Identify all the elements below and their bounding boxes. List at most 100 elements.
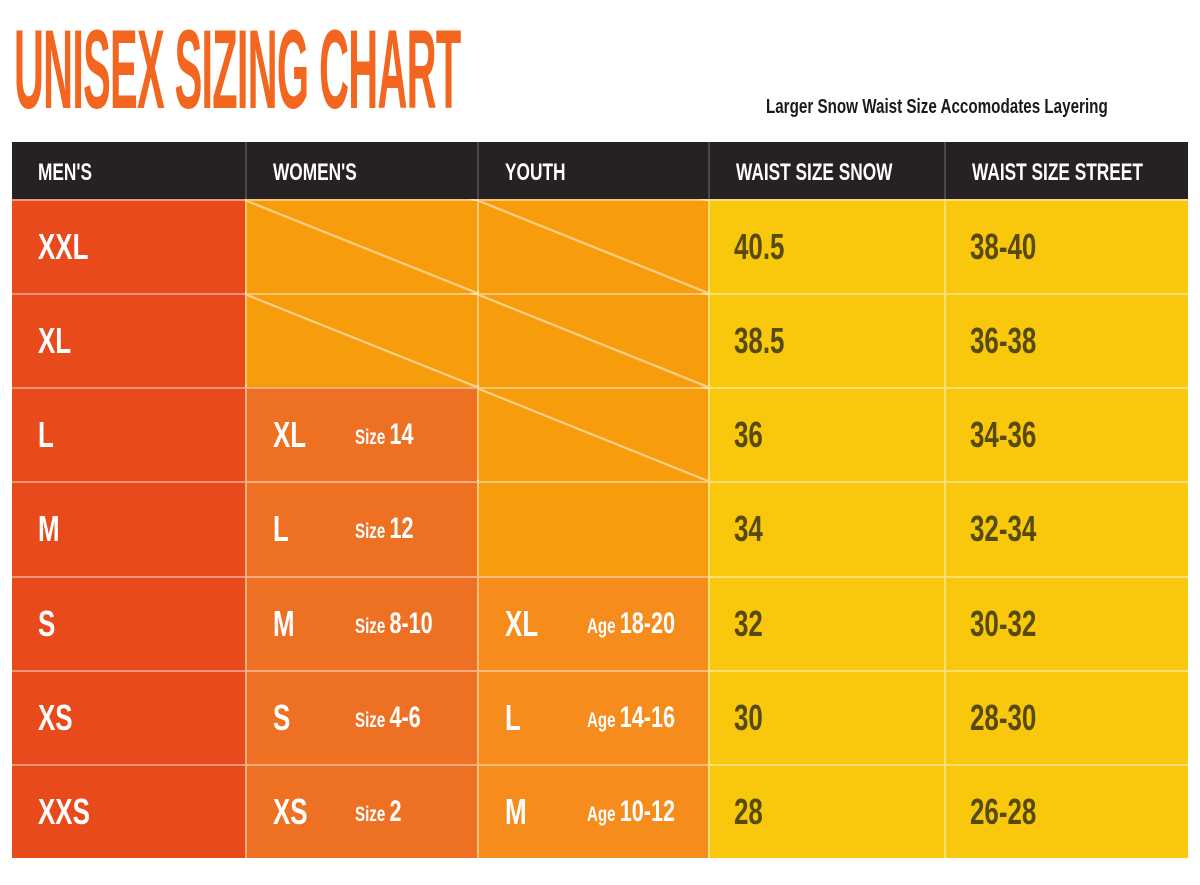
waist-value: 36 [734, 414, 763, 456]
waist-snow-cell: 28 [708, 763, 944, 858]
size-label: XS [38, 696, 73, 738]
waist-value: 32 [734, 602, 763, 644]
size-label: M [505, 790, 527, 832]
waist-snow-cell: 36 [708, 387, 944, 482]
waist-street-cell: 28-30 [944, 669, 1188, 764]
womens-size-cell: S Size 4-6 [245, 669, 477, 764]
size-label: S [38, 602, 56, 644]
detail-label: Size [355, 426, 390, 450]
size-label: XS [273, 790, 308, 832]
waist-value: 38.5 [734, 320, 785, 362]
waist-value: 34 [734, 508, 763, 550]
youth-na-cell [477, 199, 708, 294]
mens-size-cell: L [12, 387, 245, 482]
waist-street-cell: 32-34 [944, 481, 1188, 576]
detail-value: 14 [389, 418, 414, 452]
column-header-label: WAIST SIZE STREET [972, 158, 1143, 186]
waist-street-cell: 26-28 [944, 763, 1188, 858]
waist-value: 38-40 [970, 226, 1037, 268]
detail-value: 8-10 [389, 606, 433, 640]
column-header-mens: MEN'S [12, 142, 245, 199]
column-header-youth: YOUTH [477, 142, 708, 199]
column-header-label: MEN'S [38, 158, 93, 186]
waist-snow-cell: 40.5 [708, 199, 944, 294]
womens-size-cell: XL Size 14 [245, 387, 477, 482]
size-label: L [38, 414, 54, 456]
waist-value: 30-32 [970, 602, 1037, 644]
mens-size-cell: M [12, 481, 245, 576]
size-label: M [38, 508, 60, 550]
size-detail: Age 10-12 [587, 794, 676, 828]
column-header-snow: WAIST SIZE SNOW [708, 142, 944, 199]
size-label: L [273, 508, 289, 550]
detail-value: 18-20 [619, 606, 676, 640]
sizing-table: MEN'S WOMEN'S YOUTH WAIST SIZE SNOW WAIST SI… [12, 142, 1188, 858]
waist-value: 28-30 [970, 696, 1037, 738]
waist-snow-cell: 34 [708, 481, 944, 576]
detail-label: Size [355, 614, 390, 638]
page-title: UNISEX SIZING CHART [14, 7, 461, 132]
detail-label: Size [355, 802, 390, 826]
detail-label: Age [587, 708, 620, 732]
waist-snow-cell: 32 [708, 575, 944, 670]
waist-snow-cell: 30 [708, 669, 944, 764]
waist-street-cell: 30-32 [944, 575, 1188, 670]
detail-label: Size [355, 708, 390, 732]
waist-value: 34-36 [970, 414, 1037, 456]
column-header-label: WAIST SIZE SNOW [736, 158, 893, 186]
waist-snow-cell: 38.5 [708, 293, 944, 388]
mens-size-cell: S [12, 575, 245, 670]
mens-size-cell: XXS [12, 763, 245, 858]
column-header-womens: WOMEN'S [245, 142, 477, 199]
mens-size-cell: XXL [12, 199, 245, 294]
column-header-street: WAIST SIZE STREET [944, 142, 1188, 199]
detail-label: Size [355, 520, 390, 544]
size-label: S [273, 696, 291, 738]
detail-label: Age [587, 614, 620, 638]
mens-size-cell: XS [12, 669, 245, 764]
womens-size-cell: XS Size 2 [245, 763, 477, 858]
youth-size-cell: M Age 10-12 [477, 763, 708, 858]
womens-na-cell [245, 199, 477, 294]
size-label: XL [38, 320, 72, 362]
youth-size-cell: XL Age 18-20 [477, 575, 708, 670]
size-label: XXS [38, 790, 90, 832]
waist-street-cell: 34-36 [944, 387, 1188, 482]
detail-label: Age [587, 802, 620, 826]
mens-size-cell: XL [12, 293, 245, 388]
size-detail: Age 18-20 [587, 606, 676, 640]
size-detail: Size 2 [355, 794, 402, 828]
waist-value: 28 [734, 790, 763, 832]
womens-size-cell: M Size 8-10 [245, 575, 477, 670]
size-label: XXL [38, 226, 89, 268]
womens-na-cell [245, 293, 477, 388]
size-label: M [273, 602, 295, 644]
detail-value: 2 [389, 794, 402, 828]
waist-value: 32-34 [970, 508, 1037, 550]
womens-size-cell: L Size 12 [245, 481, 477, 576]
youth-empty-cell [477, 481, 708, 576]
size-label: L [505, 696, 521, 738]
waist-value: 40.5 [734, 226, 785, 268]
size-detail: Age 14-16 [587, 702, 675, 733]
column-header-label: YOUTH [505, 158, 566, 186]
waist-street-cell: 38-40 [944, 199, 1188, 294]
detail-value: 12 [389, 512, 414, 546]
waist-street-cell: 36-38 [944, 293, 1188, 388]
youth-size-cell: L Age 14-16 [477, 669, 708, 764]
youth-na-cell [477, 293, 708, 388]
size-detail: Size 8-10 [355, 606, 433, 640]
waist-value: 36-38 [970, 320, 1037, 362]
detail-value: 4-6 [389, 700, 421, 734]
detail-value: 10-12 [619, 794, 676, 828]
waist-value: 26-28 [970, 790, 1037, 832]
column-header-label: WOMEN'S [273, 158, 357, 186]
size-label: XL [273, 414, 307, 456]
size-detail: Size 12 [355, 514, 413, 544]
layering-note: Larger Snow Waist Size Accomodates Layer… [766, 96, 1108, 118]
waist-value: 30 [734, 696, 763, 738]
size-detail: Size 14 [355, 420, 413, 450]
size-label: XL [505, 602, 539, 644]
youth-na-cell [477, 387, 708, 482]
